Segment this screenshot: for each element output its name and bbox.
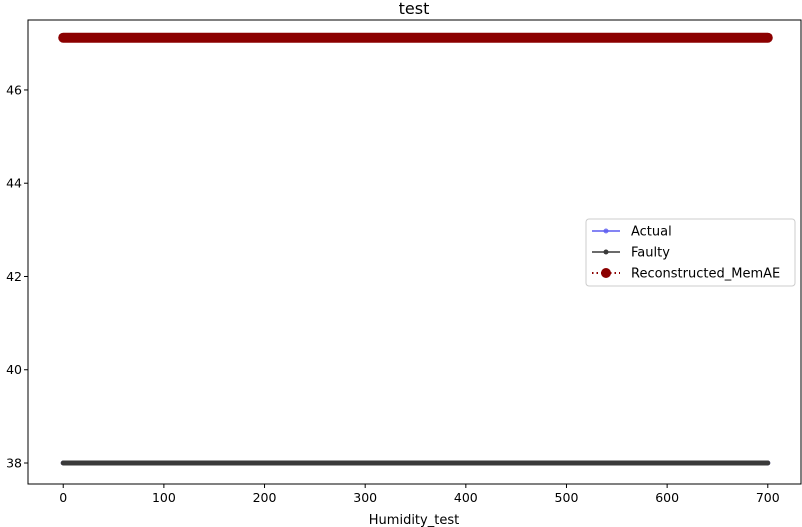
legend-item: Faulty bbox=[592, 246, 670, 261]
legend: Actual Faulty Reconstructed_MemAE bbox=[585, 218, 796, 287]
series-layer bbox=[58, 32, 773, 466]
x-tick-label: 400 bbox=[454, 490, 478, 505]
plot-area bbox=[27, 19, 802, 485]
x-axis-ticks: 0 100 200 300 400 500 600 700 bbox=[59, 484, 780, 505]
x-tick-label: 700 bbox=[756, 490, 780, 505]
y-tick-label: 38 bbox=[6, 456, 22, 471]
x-tick-label: 100 bbox=[152, 490, 176, 505]
legend-label: Reconstructed_MemAE bbox=[631, 267, 780, 282]
legend-label: Faulty bbox=[631, 246, 670, 261]
legend-item: Reconstructed_MemAE bbox=[592, 267, 780, 282]
legend-marker bbox=[603, 249, 609, 255]
x-tick-label: 600 bbox=[655, 490, 679, 505]
legend-marker bbox=[601, 268, 611, 278]
legend-marker bbox=[603, 228, 609, 234]
legend-item: Actual bbox=[592, 225, 672, 240]
y-tick-label: 42 bbox=[6, 269, 22, 284]
chart-title: test bbox=[399, 0, 430, 18]
y-tick-label: 40 bbox=[6, 362, 22, 377]
legend-label: Actual bbox=[631, 225, 672, 240]
x-tick-label: 0 bbox=[59, 490, 67, 505]
x-axis-label: Humidity_test bbox=[369, 513, 459, 527]
x-tick-label: 500 bbox=[555, 490, 579, 505]
y-tick-label: 46 bbox=[6, 82, 22, 97]
legend-items: Actual Faulty Reconstructed_MemAE bbox=[592, 225, 780, 282]
x-tick-label: 300 bbox=[353, 490, 377, 505]
y-axis-ticks: 38 40 42 44 46 bbox=[6, 82, 28, 471]
legend-box bbox=[585, 218, 796, 287]
y-tick-label: 44 bbox=[6, 176, 22, 191]
x-tick-label: 200 bbox=[253, 490, 277, 505]
